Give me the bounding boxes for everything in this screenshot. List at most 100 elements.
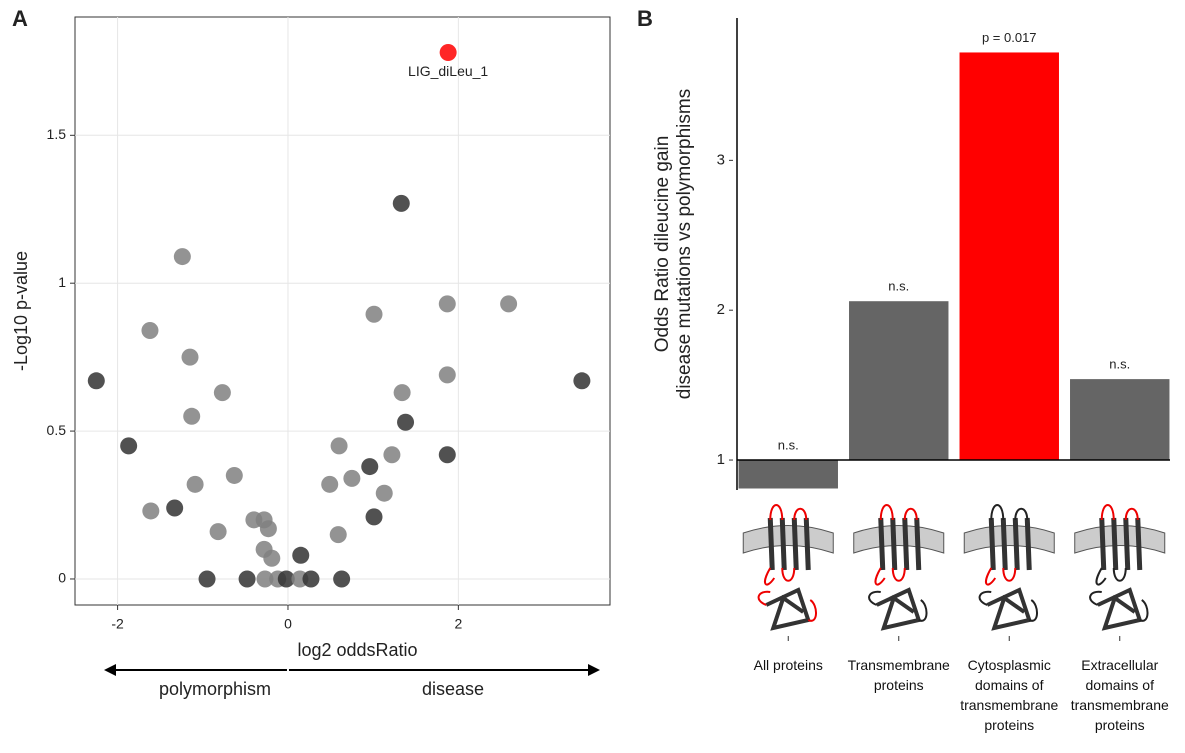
bar (738, 460, 838, 489)
helix (1099, 517, 1107, 571)
point (365, 305, 383, 323)
point (438, 366, 456, 384)
loop (879, 504, 918, 521)
point (438, 446, 456, 464)
loop (990, 504, 1029, 521)
helix (1000, 517, 1008, 571)
helix (914, 517, 922, 571)
point (213, 384, 231, 402)
loop (764, 567, 796, 586)
x-tick-label: Cytosplasmic domains of transmembrane pr… (960, 657, 1059, 733)
helix (803, 517, 811, 571)
point (439, 43, 457, 61)
point (186, 475, 204, 493)
point (397, 413, 415, 431)
point (361, 458, 379, 476)
point (333, 570, 351, 588)
plot-area (74, 16, 611, 606)
arrow-head (588, 664, 600, 676)
y-tick-label: 3 (717, 151, 725, 168)
fold (765, 587, 811, 631)
y-axis-title: Odds Ratio dileucine gain (652, 136, 673, 353)
annotation: LIG_diLeu_1 (408, 63, 488, 79)
panel-label: B (637, 6, 653, 31)
bar-annotation: p = 0.017 (982, 30, 1037, 45)
point (198, 570, 216, 588)
membrane (963, 525, 1055, 554)
point (383, 446, 401, 464)
point (173, 248, 191, 266)
point (393, 384, 411, 402)
x-axis-title: log2 oddsRatio (297, 640, 417, 660)
helix (878, 517, 886, 571)
bar (959, 52, 1059, 461)
membrane (742, 525, 834, 554)
point (277, 570, 295, 588)
point (166, 499, 184, 517)
point (321, 475, 339, 493)
point (329, 526, 347, 544)
point (120, 437, 138, 455)
x-tick-label: -2 (111, 616, 124, 632)
point (292, 546, 310, 564)
helix (791, 517, 799, 571)
membrane (853, 525, 945, 554)
point (225, 466, 243, 484)
fold (986, 587, 1032, 631)
point (365, 508, 383, 526)
loop (985, 567, 1017, 586)
helix (779, 517, 787, 571)
y-tick-label: 0 (58, 570, 66, 586)
x-tick-label: Transmembrane proteins (847, 657, 950, 693)
y-axis-title: disease mutations vs polymorphisms (674, 89, 695, 399)
x-tick-label: Extracellular domains of transmembrane p… (1070, 657, 1169, 733)
helix (1123, 517, 1131, 571)
loop (1100, 504, 1139, 521)
fold-loop (1089, 590, 1149, 622)
bar-annotation: n.s. (1109, 357, 1130, 372)
fold-loop (868, 590, 928, 622)
arrow-label: polymorphism (159, 679, 271, 699)
bar (1070, 379, 1170, 461)
y-tick-label: 1.5 (47, 126, 67, 142)
point (573, 372, 591, 390)
x-tick-label: 2 (454, 616, 462, 632)
bar-annotation: n.s. (778, 437, 799, 452)
point (375, 484, 393, 502)
helix (1024, 517, 1032, 571)
helix (1135, 517, 1143, 571)
point (209, 523, 227, 541)
point (302, 570, 320, 588)
point (343, 469, 361, 487)
helix (1012, 517, 1020, 571)
point (181, 348, 199, 366)
loop (874, 567, 906, 586)
fold-loop (978, 590, 1038, 622)
point (256, 570, 274, 588)
fold (875, 587, 922, 631)
membrane (1074, 525, 1166, 554)
y-tick-label: 0.5 (47, 422, 67, 438)
point (142, 502, 160, 520)
y-axis-title: -Log10 p-value (11, 251, 31, 371)
y-tick-label: 1 (58, 274, 66, 290)
bar (849, 301, 949, 461)
point (500, 295, 518, 313)
point (238, 570, 256, 588)
point (330, 437, 348, 455)
point (259, 520, 277, 538)
point (392, 194, 410, 212)
fold (1096, 587, 1143, 631)
arrow-head (104, 664, 116, 676)
panel-label: A (12, 6, 28, 31)
point (438, 295, 456, 313)
y-tick-label: 1 (717, 451, 725, 468)
point (183, 407, 201, 425)
loop (1095, 567, 1127, 586)
helix (890, 517, 898, 571)
point (141, 322, 159, 340)
arrow-label: disease (422, 679, 484, 699)
helix (988, 517, 996, 571)
